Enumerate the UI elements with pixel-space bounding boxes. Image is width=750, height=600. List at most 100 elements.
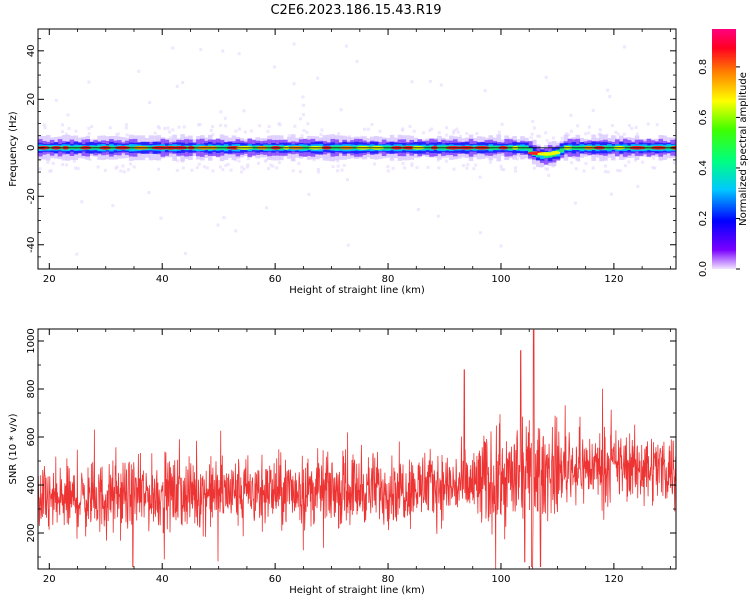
spectrogram-speckle [190, 168, 194, 172]
spectrogram-speckle [641, 160, 645, 164]
spectrogram-speckle [122, 170, 126, 174]
spectrogram-speckle [339, 108, 343, 112]
spectrogram-speckle [560, 136, 564, 140]
y-tick-label: 0 [26, 145, 37, 151]
spectrogram-speckle [242, 109, 246, 113]
spectrogram-speckle [373, 162, 377, 166]
spectrogram-speckle [153, 131, 157, 135]
spectrogram-speckle [606, 88, 610, 92]
spectrogram-speckle [465, 166, 469, 170]
snr-x-ticks: 20 40 60 80 100 120 [43, 329, 671, 585]
spectrogram-speckle [243, 130, 247, 134]
y-tick-label: 400 [26, 475, 37, 494]
spectrogram-speckle [634, 158, 638, 162]
spectrogram-band-cell [555, 149, 561, 153]
x-tick-label: 60 [269, 574, 282, 585]
spectrogram-speckle [209, 128, 213, 132]
spectrogram-speckle [87, 132, 91, 136]
spectrogram-speckle [366, 127, 370, 131]
spectrogram-speckle [159, 216, 163, 220]
spectrogram-speckle [635, 132, 639, 136]
spectrogram-speckle [462, 164, 466, 168]
y-tick-label: -20 [26, 188, 37, 204]
x-tick-label: 80 [382, 574, 395, 585]
spectrogram-speckle [242, 167, 246, 171]
spectrogram-speckle [61, 163, 65, 167]
spectrogram-speckle [108, 126, 112, 130]
spectrogram-speckle [267, 124, 271, 128]
spectrogram-speckle [410, 162, 414, 166]
colorbar-tick-label: 0.0 [698, 261, 709, 277]
spectrogram-speckle [80, 200, 84, 204]
spectrogram-speckle [544, 75, 548, 79]
spectrogram-speckle [472, 167, 476, 171]
x-tick-label: 120 [604, 574, 623, 585]
spectrogram-speckle [224, 164, 228, 168]
spectrogram-speckle [474, 163, 478, 167]
spectrogram-speckle [529, 136, 533, 140]
spectrogram-speckle [465, 132, 469, 136]
x-tick-label: 100 [491, 274, 510, 285]
spectrogram-speckle [221, 49, 225, 53]
spectrogram-speckle [336, 164, 340, 168]
colorbar-label: Normalized spectral amplitude [738, 72, 749, 226]
x-tick-label: 100 [491, 574, 510, 585]
spectrogram-speckle [386, 165, 390, 169]
spectrogram-speckle [272, 65, 276, 69]
spectrogram-speckle [222, 216, 226, 220]
spectrogram-speckle [545, 138, 549, 142]
spectrogram-speckle [111, 204, 115, 208]
spectrogram-speckle [417, 155, 421, 159]
spectrogram-speckle [584, 132, 588, 136]
spectrogram-speckle [246, 163, 250, 167]
spectrogram-x-label: Height of straight line (km) [289, 285, 425, 296]
spectrogram-speckle [67, 126, 71, 130]
spectrogram-speckle [606, 170, 610, 174]
y-tick-label: 1000 [26, 328, 37, 353]
spectrogram-speckle [412, 129, 416, 133]
snr-y-ticks: 200 400 600 800 1000 [26, 328, 676, 558]
spectrogram-speckle [319, 132, 323, 136]
spectrogram-speckle [514, 169, 518, 173]
spectrogram-speckle [426, 165, 430, 169]
spectrogram-speckle [182, 125, 186, 129]
spectrogram-speckle [416, 208, 420, 212]
snr-series-line [38, 329, 676, 569]
spectrogram-speckle [119, 169, 123, 173]
spectrogram-speckle [363, 127, 367, 131]
spectrogram-speckle [43, 126, 47, 130]
spectrogram-speckle [114, 166, 118, 170]
spectrogram-speckle [574, 167, 578, 171]
spectrogram-speckle [573, 201, 577, 205]
spectrogram-speckle [452, 167, 456, 171]
spectrogram-speckle [538, 134, 542, 138]
spectrogram-speckle [301, 95, 305, 99]
spectrogram-speckle [317, 170, 321, 174]
colorbar-tick-label: 0.2 [698, 211, 709, 227]
spectrogram-speckle [42, 123, 46, 127]
spectrogram-speckle [307, 192, 311, 196]
spectrogram-speckle [218, 165, 222, 169]
spectrogram-speckle [428, 79, 432, 83]
spectrogram-speckle [531, 119, 535, 123]
spectrogram-speckle [211, 125, 215, 129]
spectrogram-speckle [466, 163, 470, 167]
spectrogram-speckle [316, 76, 320, 80]
spectrogram-speckle [614, 136, 618, 140]
chart-title: C2E6.2023.186.15.43.R19 [270, 3, 441, 18]
spectrogram-speckle [48, 169, 52, 173]
spectrogram-speckle [221, 168, 225, 172]
colorbar-ticks: 0.0 0.2 0.4 0.6 0.8 [698, 59, 740, 277]
spectrogram-speckle [344, 44, 348, 48]
spectrogram-speckle [147, 191, 151, 195]
spectrogram-speckle [532, 126, 536, 130]
spectrogram-speckle [403, 166, 407, 170]
x-tick-label: 120 [604, 274, 623, 285]
spectrogram-speckle [298, 170, 302, 174]
spectrogram-speckle [627, 160, 631, 164]
spectrogram-speckle [287, 134, 291, 138]
snr-frame [37, 328, 677, 570]
spectrogram-speckle [202, 165, 206, 169]
colorbar-tick-label: 0.8 [698, 59, 709, 75]
spectrogram-speckle [458, 134, 462, 138]
